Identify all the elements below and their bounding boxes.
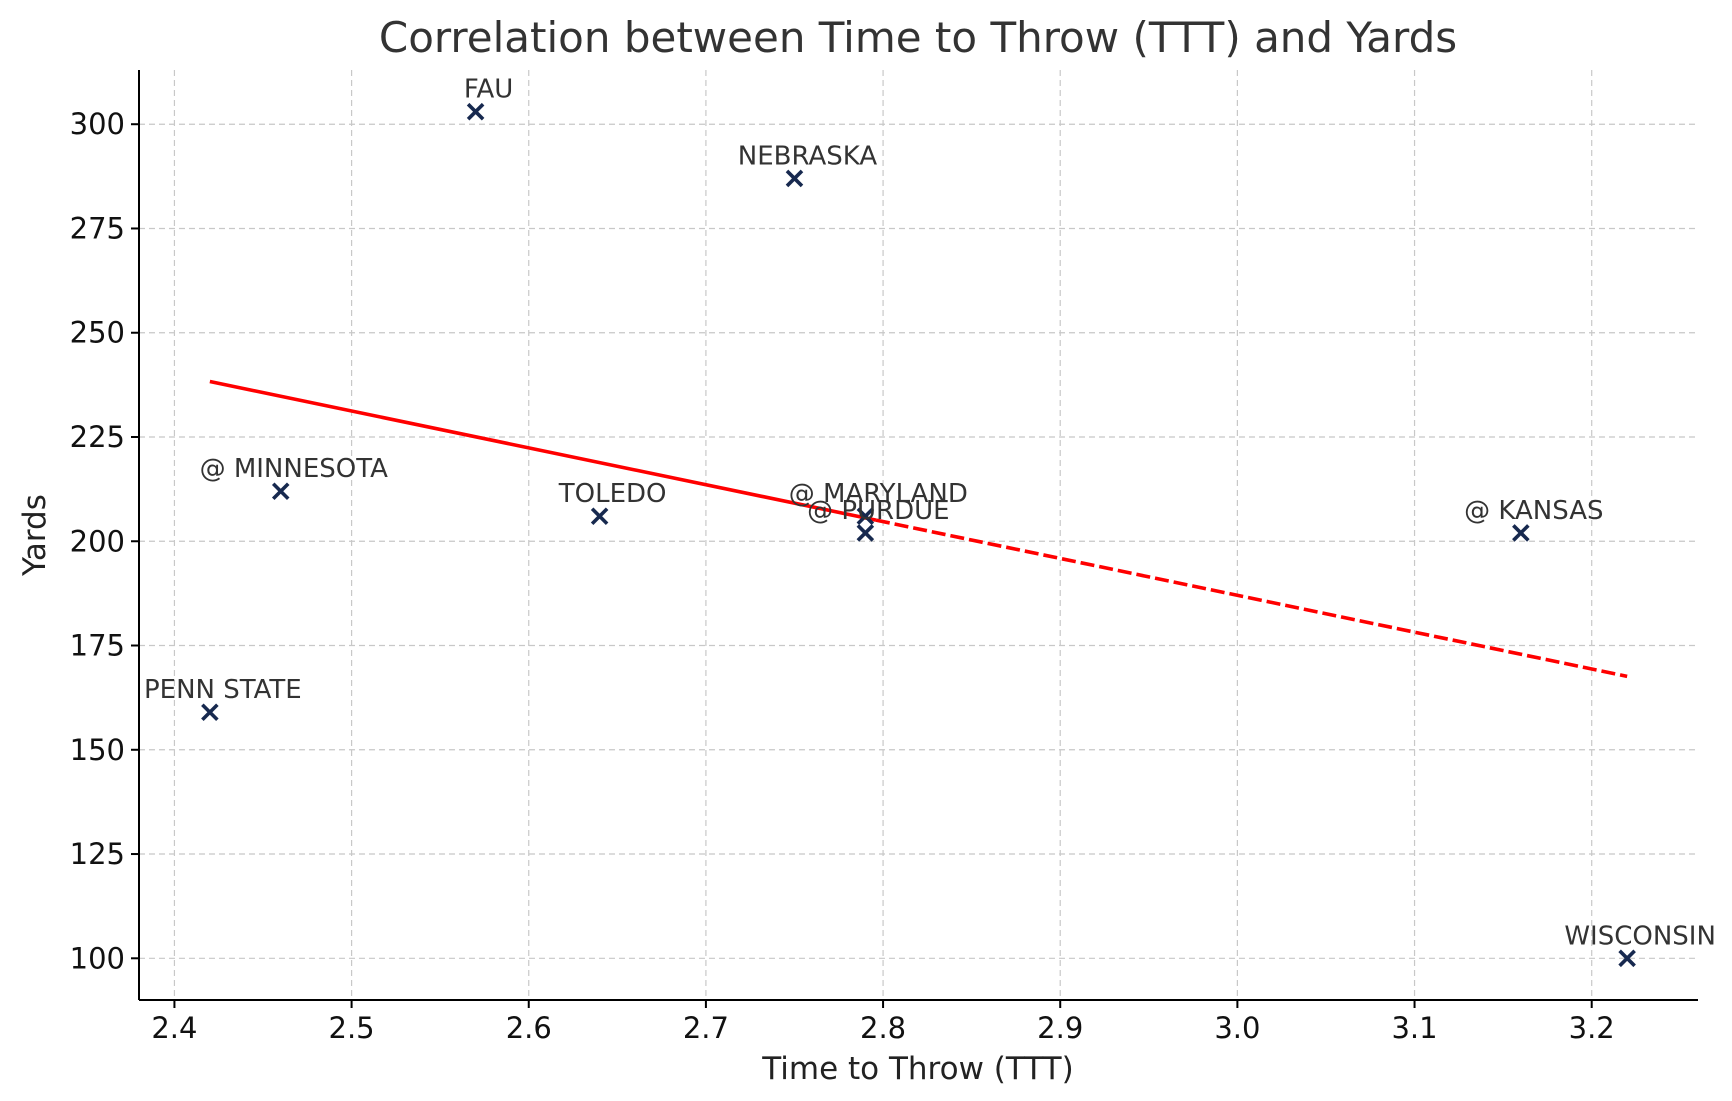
data-point-stroke <box>201 703 219 722</box>
data-point <box>1618 949 1636 968</box>
grid-lines <box>139 70 1698 1000</box>
data-point <box>856 507 875 526</box>
data-point-stroke <box>1512 524 1530 542</box>
y-tick-label: 225 <box>70 420 125 454</box>
trend-line-group <box>209 379 1628 679</box>
chart-title: Correlation between Time to Throw (TTT) … <box>379 13 1457 62</box>
data-point-stroke <box>785 169 804 188</box>
data-point-label: WISCONSIN <box>1564 921 1716 951</box>
data-point <box>271 482 290 500</box>
x-tick-label: 2.8 <box>860 1011 906 1045</box>
data-point <box>590 507 609 526</box>
data-point <box>1512 524 1530 542</box>
x-tick-label: 2.5 <box>329 1011 375 1045</box>
x-tick-label: 2.6 <box>506 1011 552 1045</box>
data-point-label: NEBRASKA <box>738 141 878 171</box>
data-point-stroke <box>271 482 290 500</box>
x-tick-label: 3.0 <box>1214 1011 1260 1045</box>
y-tick-label: 125 <box>70 837 125 871</box>
y-tick-label: 275 <box>70 211 125 245</box>
axes <box>138 70 1698 1001</box>
data-points <box>201 102 1636 968</box>
y-tick-label: 150 <box>70 733 125 767</box>
trend-line-solid <box>209 379 877 522</box>
data-point <box>201 703 219 722</box>
x-tick-label: 2.4 <box>151 1011 197 1045</box>
y-tick-label: 200 <box>70 524 125 558</box>
data-point <box>856 524 875 542</box>
data-point-stroke <box>856 507 875 526</box>
y-tick-label: 100 <box>70 941 125 975</box>
y-tick-label: 300 <box>70 107 125 141</box>
data-point-label: @ PURDUE <box>807 496 950 526</box>
x-tick-label: 3.2 <box>1569 1011 1615 1045</box>
data-point-label: FAU <box>464 75 513 105</box>
data-point <box>466 102 485 121</box>
data-point-label: @ MINNESOTA <box>200 454 389 484</box>
data-point <box>785 169 804 188</box>
x-tick-label: 2.7 <box>683 1011 729 1045</box>
tick-marks: 2.4 2.5 2.6 2.7 2.8 2.9 3.0 3.1 3.2 100 125 150 175 2… <box>70 107 1615 1045</box>
y-tick-label: 175 <box>70 629 125 663</box>
data-point-label: @ MARYLAND <box>789 479 968 509</box>
x-tick-label: 2.9 <box>1037 1011 1083 1045</box>
data-point-label: TOLEDO <box>558 479 667 509</box>
y-axis-label: Yards <box>17 494 53 577</box>
y-tick-label: 250 <box>70 316 125 350</box>
data-point-stroke <box>1618 949 1636 968</box>
x-axis-label: Time to Throw (TTT) <box>761 1051 1073 1087</box>
data-point-stroke <box>590 507 609 526</box>
data-point-stroke <box>466 102 485 121</box>
data-point-stroke <box>856 524 875 542</box>
x-tick-label: 3.1 <box>1391 1011 1437 1045</box>
trend-line-dashed <box>875 518 1628 679</box>
data-point-label: @ KANSAS <box>1464 496 1603 526</box>
data-point-label: PENN STATE <box>144 675 302 705</box>
